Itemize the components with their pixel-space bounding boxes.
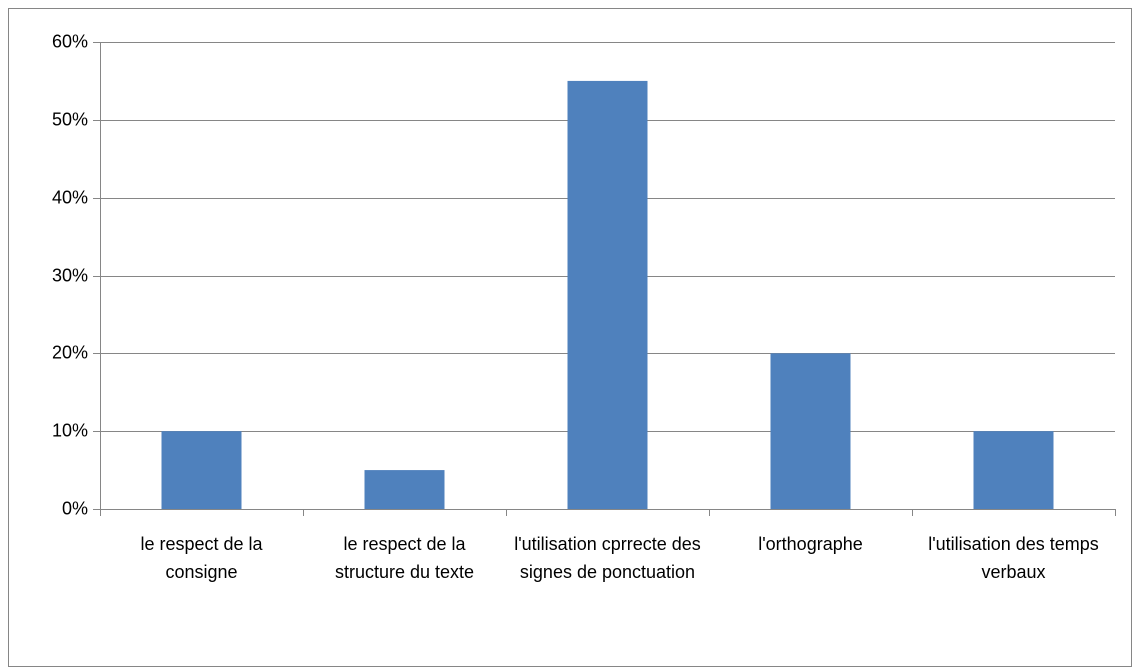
x-tick-label: l'utilisation cprrecte des signes de pon… <box>514 534 701 582</box>
x-tick-label: l'utilisation des temps verbaux <box>928 534 1099 582</box>
y-tick-label: 50% <box>52 109 88 129</box>
bar <box>161 431 242 509</box>
bar <box>567 80 648 510</box>
x-tick-label: l'orthographe <box>758 534 863 554</box>
y-tick-label: 30% <box>52 265 88 285</box>
y-tick-label: 20% <box>52 342 88 362</box>
bar <box>973 431 1054 509</box>
bar <box>364 470 445 509</box>
bar <box>770 353 851 509</box>
y-tick-label: 0% <box>62 498 88 518</box>
x-tick-label: le respect de la consigne <box>140 534 263 582</box>
x-tick-label: le respect de la structure du texte <box>334 534 475 582</box>
y-tick-label: 10% <box>52 420 88 440</box>
y-tick-label: 40% <box>52 187 88 207</box>
y-tick-label: 60% <box>52 31 88 51</box>
